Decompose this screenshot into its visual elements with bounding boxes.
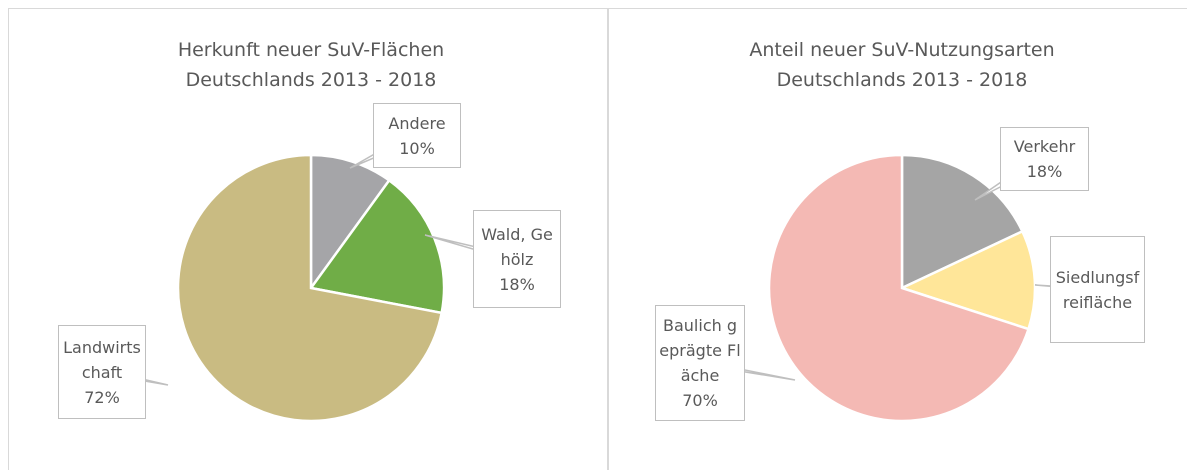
category-label: Wald, Gehölz [481, 224, 553, 269]
data-label: Baulich geprägte Fläche 70% [655, 305, 745, 421]
chart-title: Anteil neuer SuV-Nutzungsarten Deutschla… [749, 39, 1055, 91]
category-label: Andere [388, 113, 446, 133]
value-label: 10% [399, 138, 435, 158]
value-label: 70% [682, 391, 718, 410]
category-label: Baulich geprägte Fläche [659, 316, 741, 385]
chart-title: Herkunft neuer SuV-Flächen Deutschlands … [177, 39, 445, 91]
category-label: Verkehr [1013, 137, 1076, 156]
category-label: Landwirtschaft [63, 337, 141, 382]
value-label: 18% [1026, 162, 1063, 181]
data-label: Wald, Gehölz 18% [473, 210, 561, 308]
data-label: Siedlungsfreifläche [1050, 236, 1145, 343]
value-label: 18% [499, 274, 535, 294]
pie-slice [308, 178, 446, 315]
data-label: Verkehr 18% [1000, 127, 1089, 191]
divider [607, 8, 609, 470]
data-label: Landwirtschaft 72% [58, 325, 146, 419]
pie-slice [176, 153, 444, 423]
pie-slice [309, 153, 391, 292]
pie-slice [898, 229, 1037, 331]
pie-slice [900, 153, 1025, 290]
value-label: 72% [84, 387, 120, 407]
frame [8, 8, 1187, 470]
data-label: Andere 10% [373, 103, 461, 168]
pie-slice [767, 153, 1031, 423]
category-label: Siedlungsfreifläche [1055, 267, 1140, 312]
